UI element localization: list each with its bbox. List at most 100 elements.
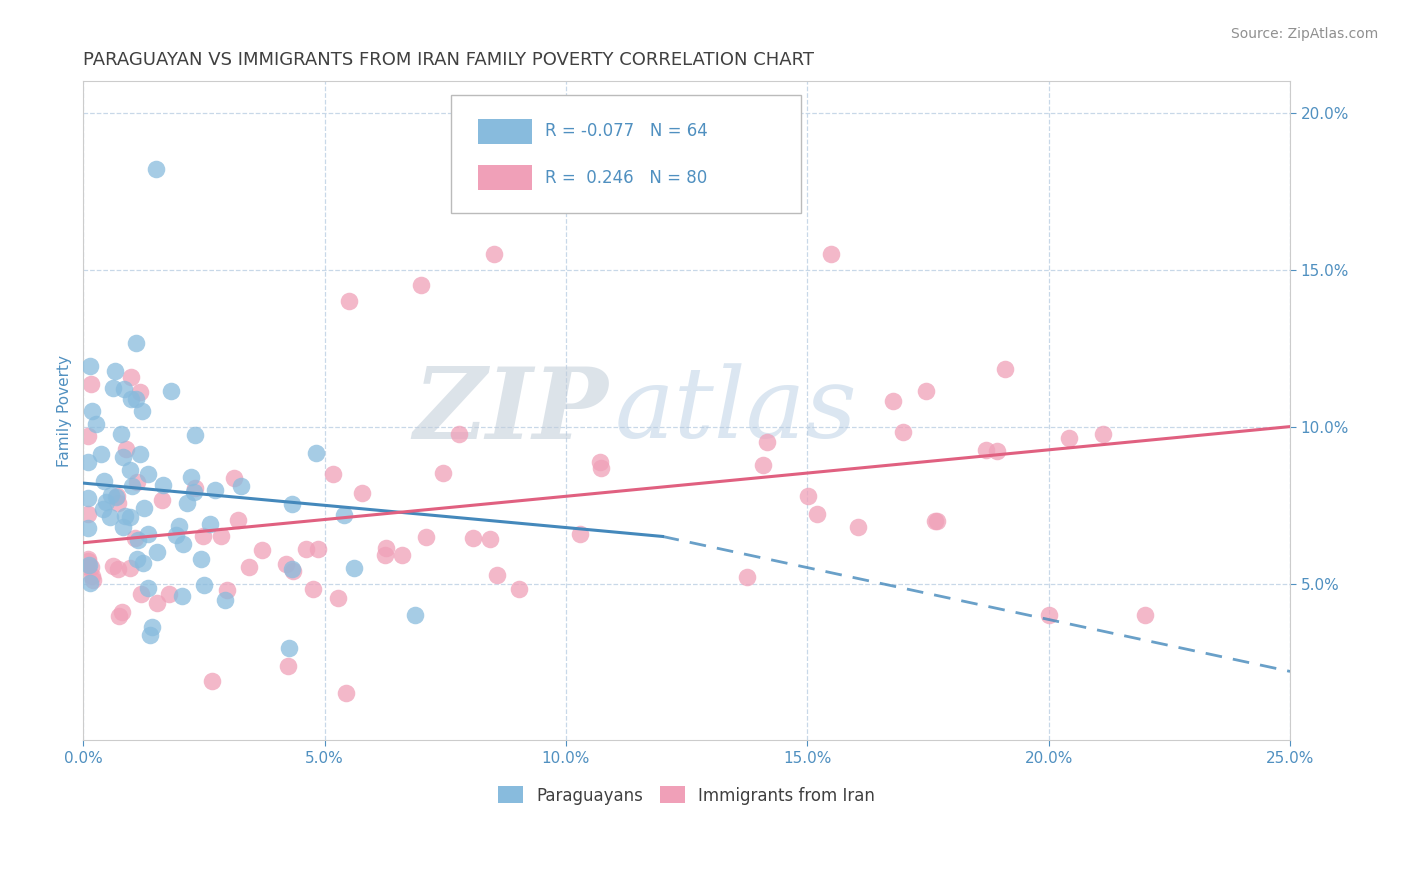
Point [157,587,180,601]
Point [115,442,138,457]
Point [111,605,134,619]
Point [820,247,842,261]
Point [183,484,205,499]
Point [77,507,100,521]
Text: R =  0.246   N = 80: R = 0.246 N = 80 [546,169,707,186]
Point [127,533,149,548]
Point [322,467,344,482]
Point [461,531,484,545]
Point [569,526,592,541]
Text: PARAGUAYAN VS IMMIGRANTS FROM IRAN FAMILY POVERTY CORRELATION CHART: PARAGUAYAN VS IMMIGRANTS FROM IRAN FAMIL… [83,51,814,69]
Point [100,509,122,524]
Point [986,443,1008,458]
Point [994,361,1017,376]
Point [846,520,869,534]
Point [925,514,948,528]
Point [404,607,426,622]
Point [159,384,181,399]
Point [806,507,828,521]
Text: Source: ZipAtlas.com: Source: ZipAtlas.com [1230,27,1378,41]
Point [449,427,471,442]
Legend: Paraguayans, Immigrants from Iran: Paraguayans, Immigrants from Iran [492,780,882,811]
Point [201,674,224,689]
Point [131,404,153,418]
Point [974,442,997,457]
Point [77,553,100,567]
Point [124,392,146,407]
Point [190,552,212,566]
Point [184,481,207,495]
Point [145,162,167,177]
Point [82,573,104,587]
Point [77,521,100,535]
Point [735,570,758,584]
Point [139,628,162,642]
Bar [478,165,533,190]
Point [1091,426,1114,441]
Point [112,382,135,396]
Point [79,359,101,374]
Point [486,567,509,582]
Point [231,479,253,493]
Point [77,429,100,443]
Text: ZIP: ZIP [413,363,609,459]
Point [79,575,101,590]
Point [307,542,329,557]
Point [482,247,505,261]
Point [108,609,131,624]
Point [77,558,100,572]
Point [107,562,129,576]
Point [238,560,260,574]
Point [1135,607,1157,622]
Point [301,582,323,596]
Y-axis label: Family Poverty: Family Poverty [58,355,72,467]
Point [114,508,136,523]
Point [118,561,141,575]
Point [335,686,357,700]
Point [101,559,124,574]
Point [752,458,775,473]
Point [118,509,141,524]
Point [479,533,502,547]
Point [226,513,249,527]
Point [100,487,122,501]
Point [337,294,360,309]
Point [755,434,778,449]
Point [724,190,747,204]
Point [222,471,245,485]
Point [391,548,413,562]
Point [343,561,366,575]
Point [93,474,115,488]
Point [200,516,222,531]
Point [591,461,613,475]
Point [124,531,146,545]
Point [118,462,141,476]
Point [77,455,100,469]
Point [215,582,238,597]
Point [125,335,148,350]
Bar [478,119,533,144]
FancyBboxPatch shape [451,95,801,213]
Point [84,417,107,431]
Point [125,475,148,489]
Text: R = -0.077   N = 64: R = -0.077 N = 64 [546,122,709,140]
Point [79,560,101,574]
Point [80,376,103,391]
Point [250,543,273,558]
Point [120,370,142,384]
Point [924,514,946,528]
Point [374,541,396,555]
Point [136,581,159,595]
Point [80,404,103,418]
Point [415,530,437,544]
Point [891,425,914,439]
Point [333,508,356,523]
Point [128,447,150,461]
Point [350,486,373,500]
Point [274,558,297,572]
Point [125,551,148,566]
Point [915,384,938,398]
Point [90,446,112,460]
Point [411,278,433,293]
Point [1038,607,1060,622]
